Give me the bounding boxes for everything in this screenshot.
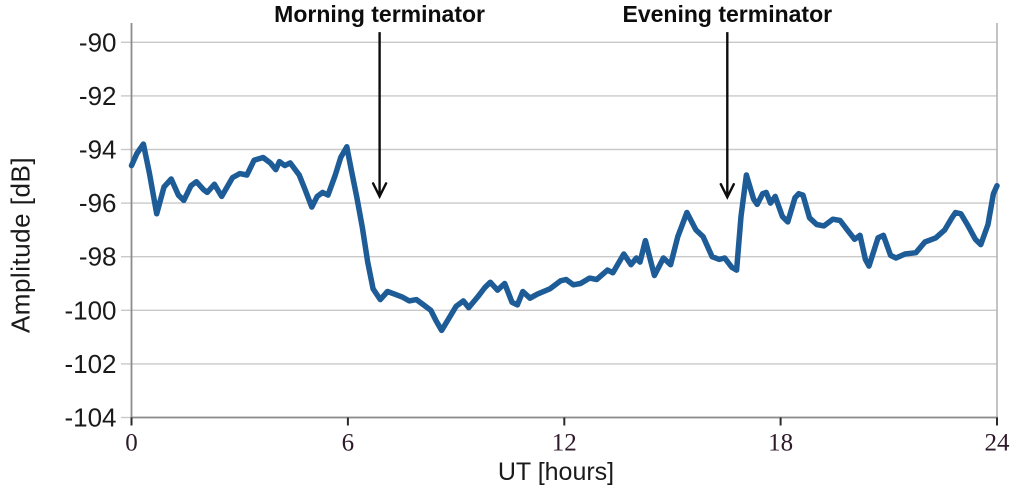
y-tick-label: -98 xyxy=(79,242,117,272)
x-axis-title: UT [hours] xyxy=(497,458,615,486)
y-axis-title: Amplitude [dB] xyxy=(5,156,36,334)
y-tick-label: -90 xyxy=(79,27,117,57)
y-tick-label: -100 xyxy=(64,295,116,325)
annotation-arrow-head xyxy=(719,183,735,200)
morning-terminator-label: Morning terminator xyxy=(274,1,486,27)
x-tick-label: 6 xyxy=(342,430,355,457)
y-tick-label: -92 xyxy=(79,81,117,111)
x-tick-label: 12 xyxy=(552,430,577,457)
y-tick-label: -96 xyxy=(79,188,117,218)
x-tick-label: 24 xyxy=(985,430,1011,457)
x-tick-label: 18 xyxy=(768,430,793,457)
y-tick-label: -94 xyxy=(79,135,117,165)
x-tick-label: 0 xyxy=(125,430,138,457)
signal-line xyxy=(128,141,1000,334)
y-tick-label: -104 xyxy=(64,403,116,433)
annotation-arrow-head xyxy=(371,182,388,200)
y-tick-label: -102 xyxy=(64,349,116,379)
evening-terminator-label: Evening terminator xyxy=(622,1,833,27)
